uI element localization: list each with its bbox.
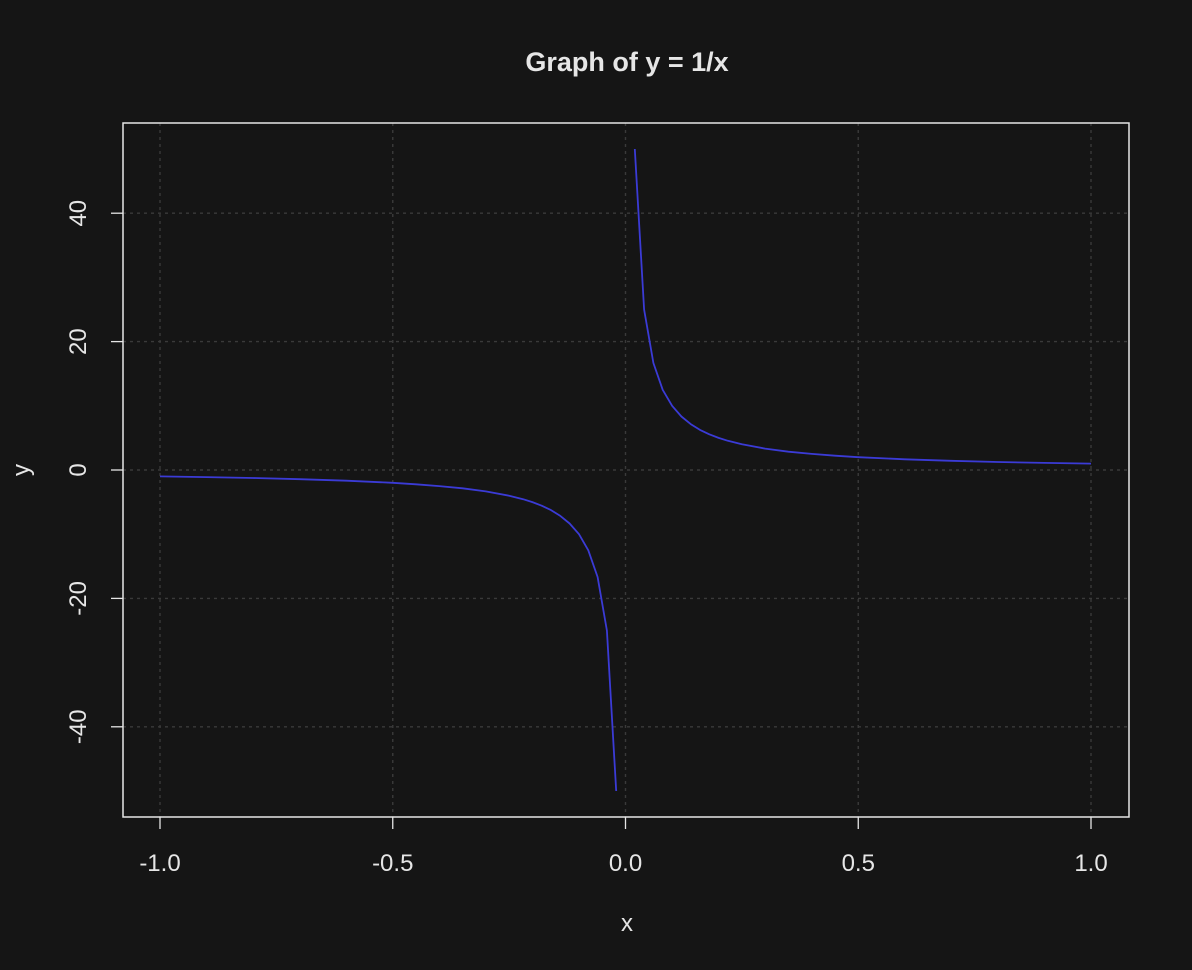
y-axis: -40 -20 0 20 40: [65, 200, 123, 744]
series-line-1: [159, 475, 618, 792]
grid: [123, 123, 1129, 817]
series-line-2: [633, 148, 1092, 465]
x-axis-label: x: [621, 910, 633, 937]
x-tick-label: -1.0: [139, 850, 180, 877]
x-tick-label: 0.5: [842, 850, 875, 877]
y-axis-label: y: [8, 464, 35, 476]
y-tick-label: 20: [65, 328, 92, 355]
x-axis: -1.0 -0.5 0.0 0.5 1.0: [139, 817, 1108, 877]
x-tick-label: 0.0: [609, 850, 642, 877]
y-tick-label: -20: [65, 581, 92, 616]
y-tick-label: 0: [65, 463, 92, 476]
chart-title: Graph of y = 1/x: [525, 47, 728, 77]
x-tick-label: 1.0: [1074, 850, 1107, 877]
y-tick-label: -40: [65, 709, 92, 744]
y-tick-label: 40: [65, 200, 92, 227]
data-series: [159, 148, 1092, 792]
x-tick-label: -0.5: [372, 850, 413, 877]
